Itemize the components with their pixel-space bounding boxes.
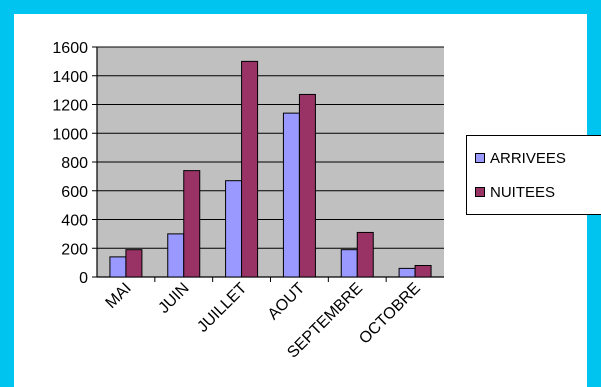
y-tick-label: 200 xyxy=(61,241,88,258)
y-tick-label: 600 xyxy=(61,184,88,201)
y-tick-label: 1400 xyxy=(52,69,88,86)
x-tick-label-juillet: JUILLET xyxy=(194,280,250,336)
bar-nuitees-juin xyxy=(183,170,201,278)
bar-arrivees-mai xyxy=(109,256,127,278)
legend-swatch-nuitees xyxy=(475,187,485,197)
bar-chart: 0 200 400 600 800 1000 1200 1400 1600 MAI JUIN JUI… xyxy=(52,40,444,362)
y-tick-label: 1000 xyxy=(52,126,88,143)
bar-nuitees-octobre xyxy=(414,265,432,278)
legend-label-arrivees: ARRIVEES xyxy=(490,149,566,167)
bar-arrivees-juin xyxy=(167,233,185,278)
legend-label-nuitees: NUITEES xyxy=(490,183,556,201)
bar-arrivees-juillet xyxy=(225,180,243,278)
y-tick-label: 400 xyxy=(61,213,88,230)
chart-legend: ARRIVEES NUITEES xyxy=(466,135,601,215)
legend-swatch-arrivees xyxy=(475,153,485,163)
y-tick-label: 1200 xyxy=(52,98,88,115)
chart-frame: 0 200 400 600 800 1000 1200 1400 1600 MAI JUIN JUI… xyxy=(14,14,601,387)
bar-arrivees-aout xyxy=(282,112,300,278)
x-tick-label-aout: AOUT xyxy=(265,280,309,324)
y-tick-label: 0 xyxy=(79,270,88,287)
bar-arrivees-septembre xyxy=(340,249,358,278)
bar-nuitees-mai xyxy=(125,249,143,278)
legend-item-nuitees: NUITEES xyxy=(475,182,555,202)
legend-item-arrivees: ARRIVEES xyxy=(475,148,566,168)
bar-nuitees-septembre xyxy=(356,231,374,278)
bar-nuitees-aout xyxy=(298,93,316,278)
x-tick-label-octobre: OCTOBRE xyxy=(356,280,424,348)
bar-nuitees-juillet xyxy=(241,60,259,278)
x-tick-label-mai: MAI xyxy=(103,280,135,312)
bar-arrivees-octobre xyxy=(398,267,416,278)
y-tick-label: 1600 xyxy=(52,40,88,57)
y-tick-label: 800 xyxy=(61,155,88,172)
x-tick-label-juin: JUIN xyxy=(155,280,192,317)
